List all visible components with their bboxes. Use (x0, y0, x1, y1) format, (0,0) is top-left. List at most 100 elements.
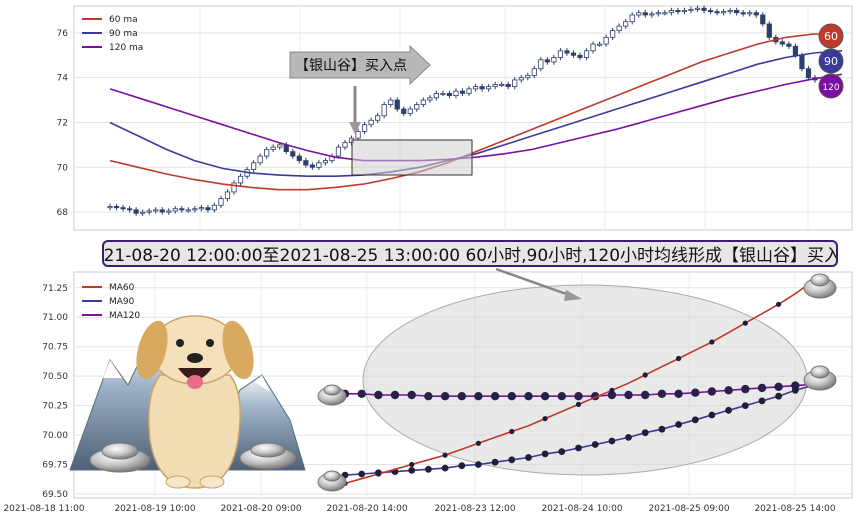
candlestick (414, 101, 420, 112)
data-point (725, 406, 732, 414)
bottom-y-tick-label: 69.50 (42, 490, 68, 500)
data-point (425, 465, 432, 473)
candlestick (505, 81, 511, 90)
candlestick (636, 10, 642, 18)
data-point (491, 458, 499, 466)
candlestick (701, 5, 707, 14)
candlestick (172, 206, 178, 214)
candlestick (747, 10, 753, 17)
candlestick (251, 160, 257, 173)
top-y-tick-label: 70 (57, 163, 69, 173)
candlestick (375, 113, 381, 123)
bottom-y-axis: 69.50 69.75 70.00 70.25 70.50 70.75 71.00 71.25 (42, 284, 68, 500)
legend-entry: MA120 (109, 311, 140, 321)
data-point (358, 470, 366, 478)
candlestick (721, 8, 727, 16)
top-chart-panel: 68 70 72 74 76 【银山谷】买入点 60 ma 90 ma 120 ma 60 9… (57, 5, 853, 231)
bottom-y-tick-label: 70.00 (42, 431, 68, 441)
candlestick (407, 106, 413, 117)
ma-badge-60: 60 (818, 23, 844, 49)
candlestick (649, 11, 655, 18)
valley-highlight-box (351, 139, 473, 176)
data-point (390, 390, 400, 400)
candlestick (472, 83, 479, 92)
candlestick (512, 77, 518, 90)
data-point (675, 421, 682, 428)
bottom-chart-panel: 69.50 69.75 70.00 70.25 70.50 70.75 71.00 71.25… (3, 267, 853, 514)
candlestick (401, 106, 407, 117)
candlestick (120, 204, 126, 212)
candlestick (179, 206, 185, 213)
candlestick (590, 41, 596, 54)
top-y-axis: 68 70 72 74 76 (57, 29, 69, 218)
buy-point-annotation: 【银山谷】买入点 (289, 44, 431, 134)
svg-text:120: 120 (822, 83, 839, 93)
candlestick (668, 7, 674, 16)
top-y-tick-label: 68 (57, 208, 69, 218)
data-point (676, 355, 682, 362)
data-point (409, 461, 415, 468)
data-point (608, 437, 616, 445)
candlestick (224, 189, 231, 202)
candlestick (688, 6, 694, 14)
bottom-y-tick-label: 71.25 (42, 284, 68, 294)
ingot-end-ma120-icon (803, 365, 837, 391)
bottom-y-tick-label: 71.00 (42, 313, 68, 323)
candlestick (564, 48, 570, 56)
data-point (508, 456, 516, 464)
data-point (775, 392, 782, 400)
bottom-x-tick-label: 2021-08-20 14:00 (326, 504, 407, 514)
candlestick (557, 48, 564, 61)
data-point (674, 389, 683, 398)
legend-entry: MA90 (109, 297, 135, 307)
bottom-y-tick-label: 70.50 (42, 372, 68, 382)
data-point (709, 339, 715, 345)
data-point (524, 392, 533, 401)
data-point (541, 450, 549, 458)
candlestick (583, 48, 590, 61)
data-point (374, 390, 383, 400)
candlestick (655, 10, 661, 17)
data-point (441, 464, 449, 472)
buy-point-label: 【银山谷】买入点 (295, 58, 407, 74)
data-point (624, 390, 633, 400)
data-point (707, 387, 717, 396)
candlestick (707, 7, 714, 15)
bottom-legend: MA60 MA90 MA120 (82, 283, 140, 321)
candlestick (760, 12, 766, 27)
data-point (458, 462, 466, 470)
candlestick (486, 83, 492, 92)
candlestick (538, 57, 544, 72)
candlestick (113, 203, 120, 211)
data-point (457, 392, 466, 401)
candlestick (603, 34, 609, 47)
data-point (474, 392, 483, 401)
candlestick (368, 117, 374, 128)
data-point (574, 392, 583, 401)
data-point (509, 428, 515, 435)
data-point (475, 461, 482, 468)
data-point (625, 434, 632, 441)
candlestick (662, 10, 668, 16)
bottom-x-tick-label: 2021-08-19 10:00 (114, 504, 195, 514)
data-point (442, 452, 448, 458)
data-point (440, 392, 450, 401)
top-line-60-ma (109, 33, 843, 191)
data-point (408, 467, 416, 474)
data-point (657, 389, 667, 398)
signal-caption-text: 2021-08-20 12:00:00至2021-08-25 13:00:00 … (102, 246, 838, 266)
candlestick (740, 10, 746, 17)
ma-badge-90: 90 (818, 48, 844, 74)
candlestick (205, 204, 211, 213)
bottom-y-tick-label: 70.75 (42, 343, 68, 353)
ingot-markers (317, 273, 837, 492)
candlestick (355, 128, 361, 141)
candlestick (257, 153, 263, 166)
top-ma-lines (109, 33, 843, 191)
candlestick (133, 207, 139, 216)
bottom-x-tick-label: 2021-08-24 10:00 (541, 504, 622, 514)
data-point (708, 411, 716, 419)
data-point (575, 401, 582, 407)
bottom-x-tick-label: 2021-08-18 11:00 (3, 504, 84, 514)
data-point (507, 392, 516, 401)
